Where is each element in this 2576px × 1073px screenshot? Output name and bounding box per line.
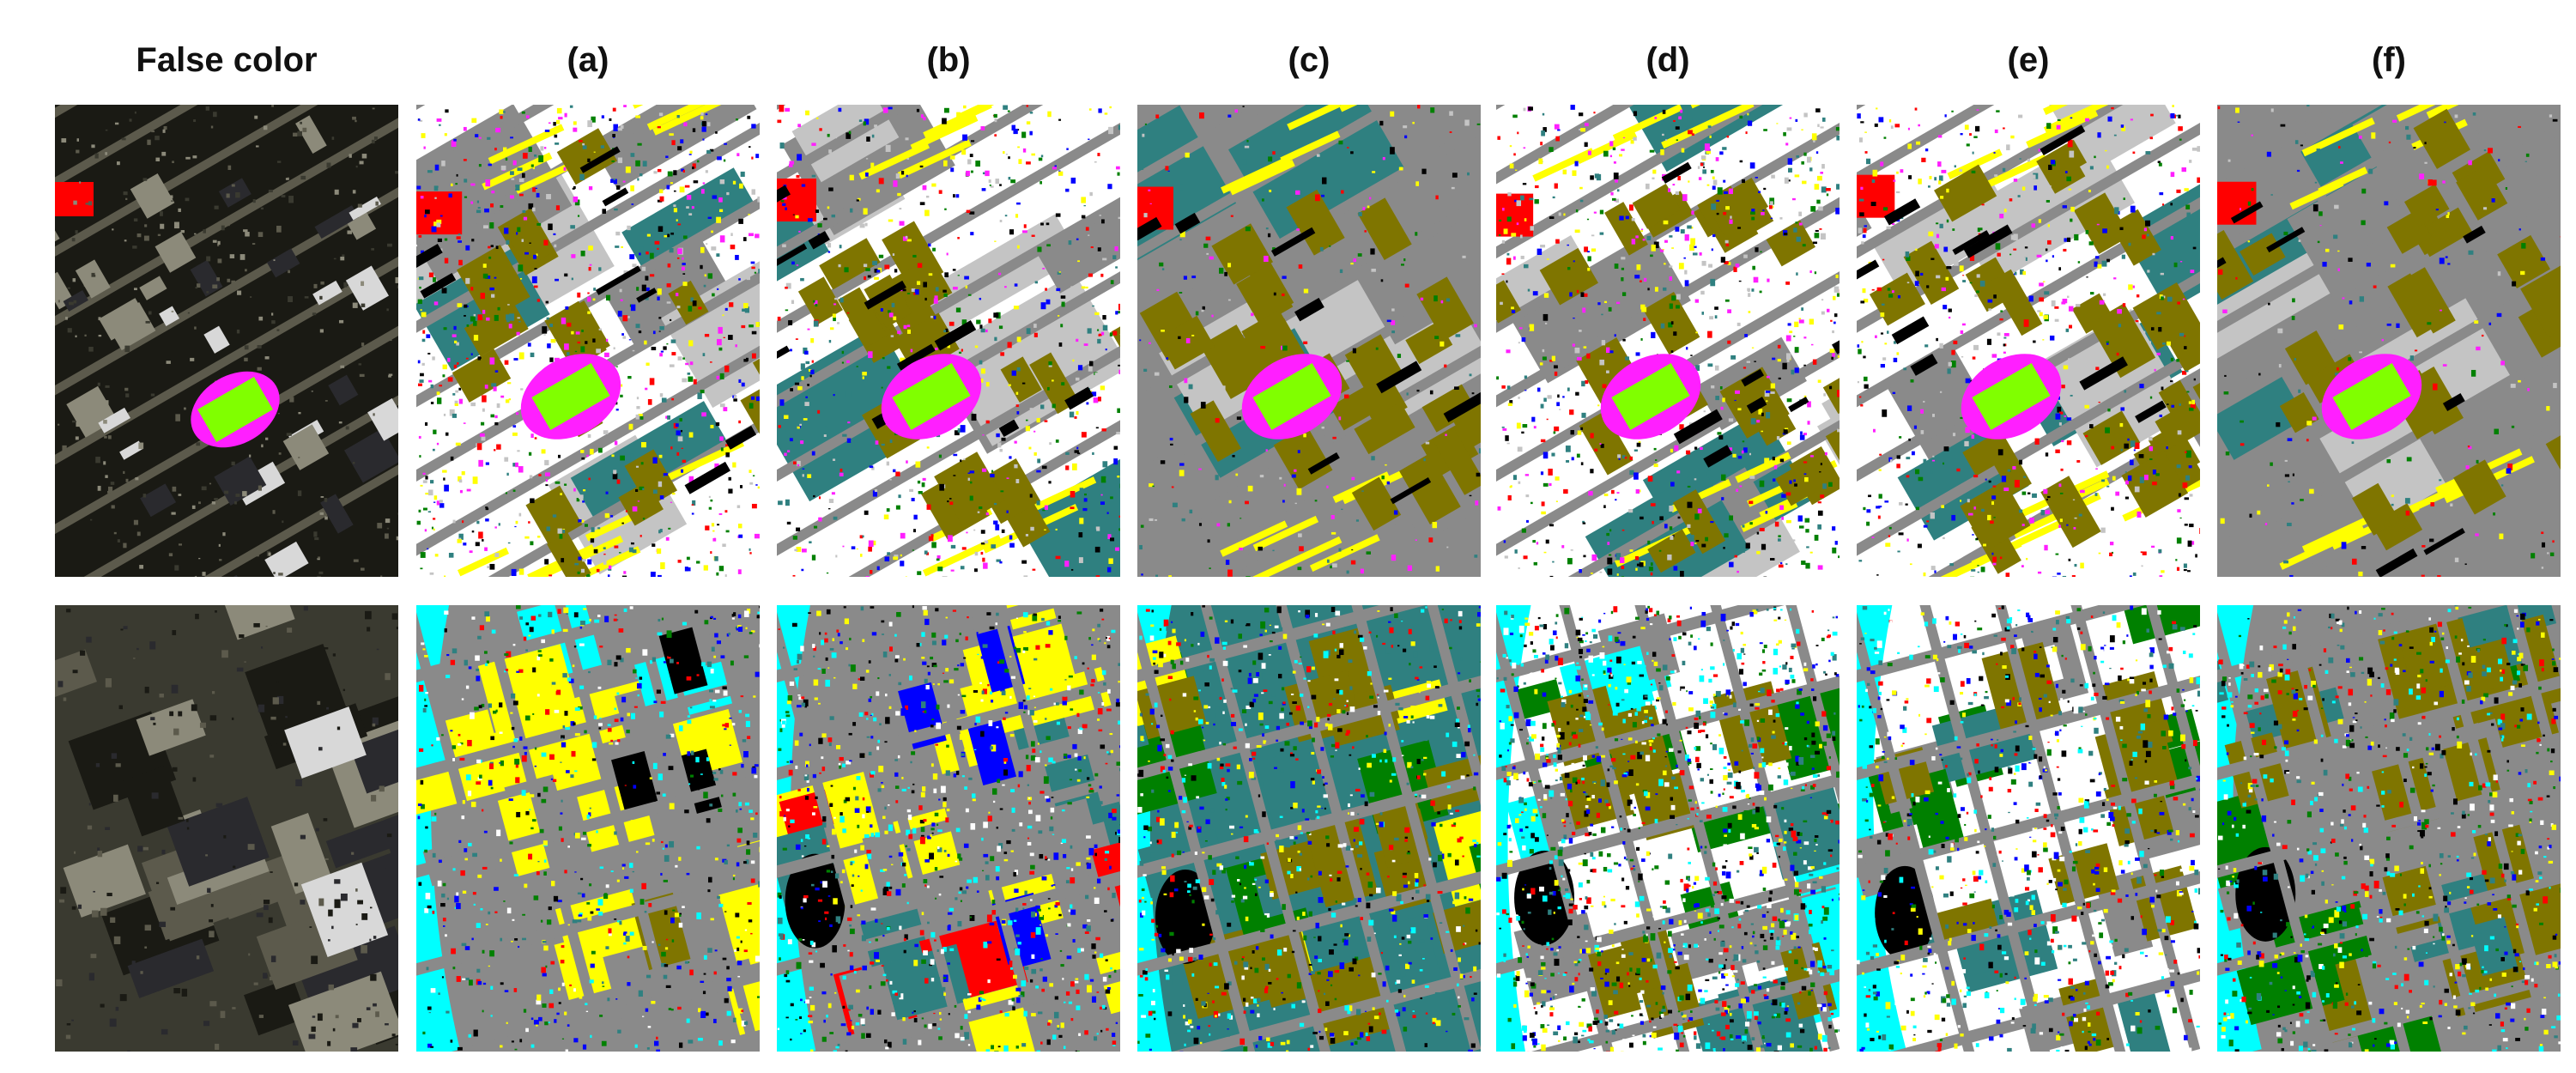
column-title-c: (c) bbox=[1288, 41, 1330, 79]
classification-map-c-row2 bbox=[1137, 605, 1481, 1052]
classification-map-b-row1 bbox=[777, 105, 1120, 577]
false-color-image-row2 bbox=[55, 605, 398, 1052]
classification-map-a-row2 bbox=[416, 605, 760, 1052]
classification-map-c-row1 bbox=[1137, 105, 1481, 577]
classification-map-d-row2 bbox=[1496, 605, 1840, 1052]
classification-map-e-row1 bbox=[1857, 105, 2200, 577]
classification-map-d-row1 bbox=[1496, 105, 1840, 577]
column-title-b: (b) bbox=[926, 41, 971, 79]
classification-map-a-row1 bbox=[416, 105, 760, 577]
classification-map-e-row2 bbox=[1857, 605, 2200, 1052]
classification-map-f-row1 bbox=[2217, 105, 2561, 577]
classification-map-f-row2 bbox=[2217, 605, 2561, 1052]
false-color-image-row1 bbox=[55, 105, 398, 577]
column-title-d: (d) bbox=[1646, 41, 1690, 79]
column-title-f: (f) bbox=[2372, 41, 2406, 79]
column-title-a: (a) bbox=[567, 41, 609, 79]
column-title-e: (e) bbox=[2007, 41, 2050, 79]
classification-map-b-row2 bbox=[777, 605, 1120, 1052]
column-title-false-color: False color bbox=[136, 41, 318, 79]
